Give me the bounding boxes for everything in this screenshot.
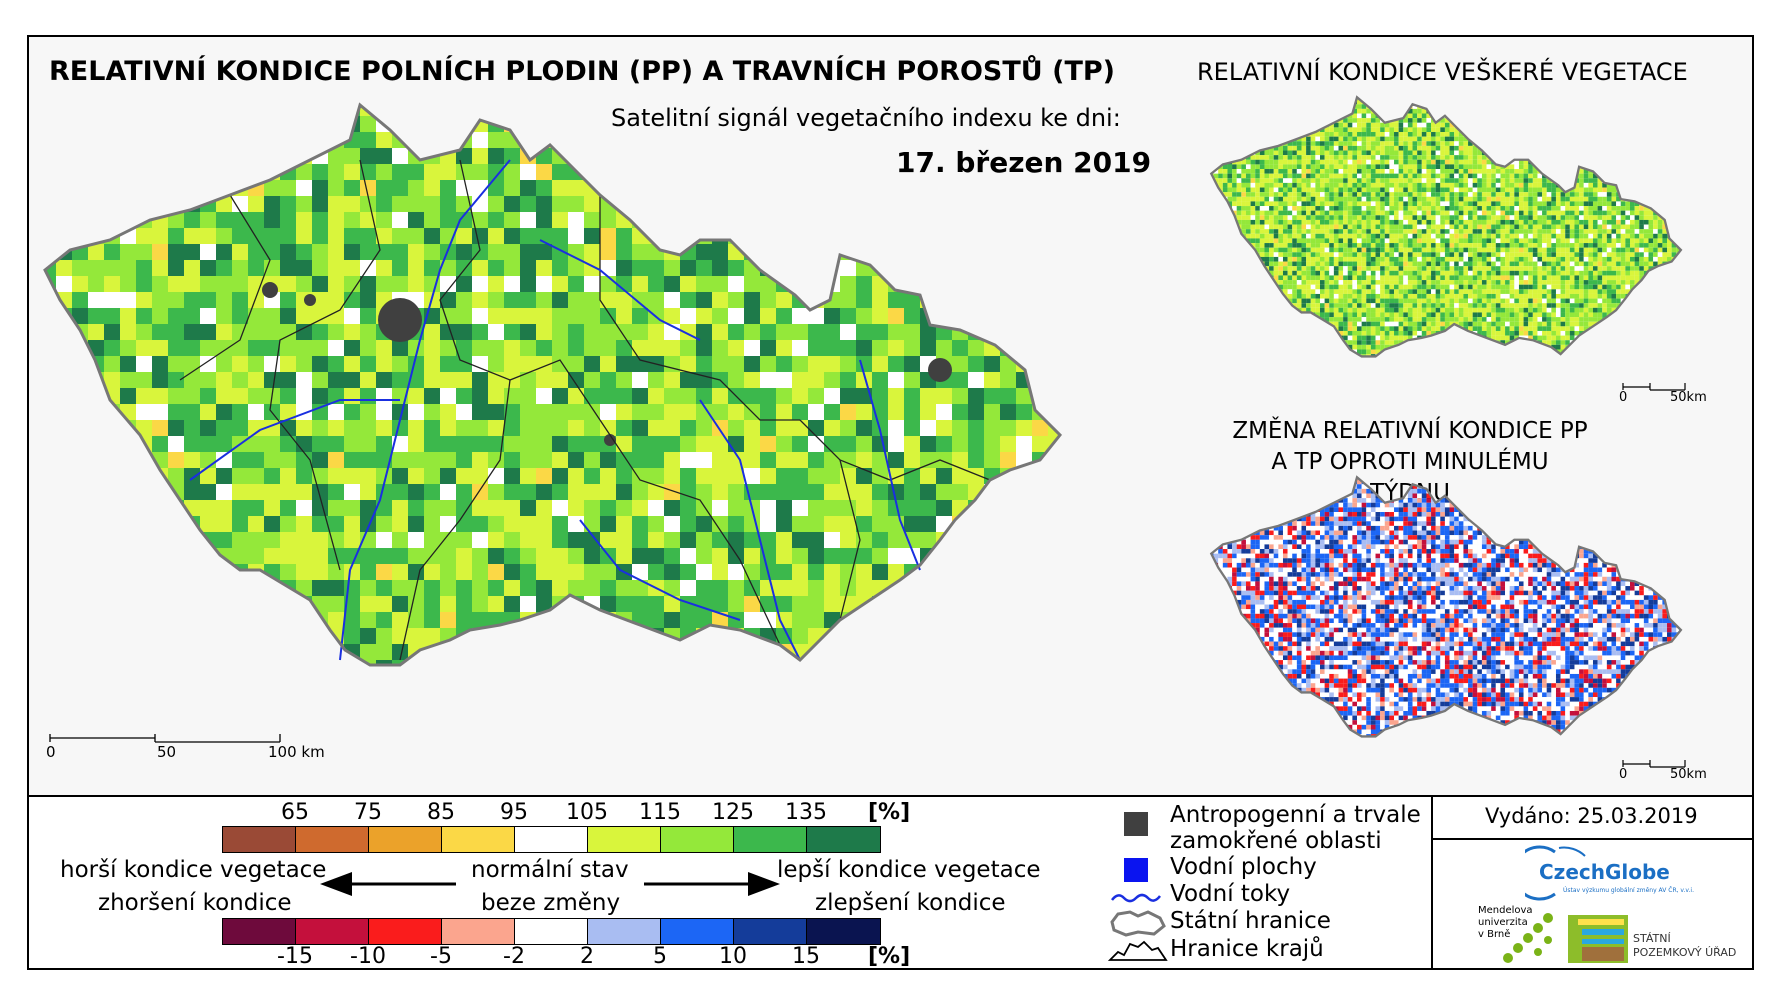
- change-scale-bar: [1622, 760, 1686, 768]
- scale-100: 100 km: [268, 743, 325, 761]
- scale-50: 50: [157, 743, 177, 761]
- main-title: RELATIVNÍ KONDICE POLNÍCH PLODIN (PP) A …: [49, 56, 1115, 87]
- condition-tick: 135: [785, 800, 827, 825]
- improvement-label: zlepšení kondice: [815, 890, 1006, 916]
- change-tick: -2: [503, 944, 525, 969]
- no-change-label: beze změny: [481, 890, 621, 916]
- change-tick: 2: [580, 944, 594, 969]
- normal-state-label: normální stav: [471, 857, 629, 883]
- left-arrow: [320, 872, 456, 896]
- change-swatch: [296, 919, 369, 944]
- change-tick: 10: [719, 944, 747, 969]
- vegetation-scale-bar: [1622, 383, 1686, 391]
- issued-box: [1431, 795, 1754, 970]
- worse-condition-label: horší kondice vegetace: [60, 857, 327, 883]
- spu-l2: POZEMKOVÝ ÚŘAD: [1633, 946, 1737, 959]
- veg-scale-0: 0: [1619, 390, 1628, 405]
- right-arrow: [644, 872, 780, 896]
- water-bodies-symbol: [1124, 858, 1148, 882]
- condition-tick: 65: [281, 800, 309, 825]
- condition-swatch: [369, 827, 442, 852]
- condition-swatch: [223, 827, 296, 852]
- czechglobe-subtitle: Ústav výzkumu globální změny AV ČR, v.v.…: [1563, 887, 1694, 894]
- anthropogenic-label-1: Antropogenní a trvale: [1170, 802, 1421, 828]
- vegetation-map: [1209, 95, 1683, 358]
- change-swatch: [442, 919, 515, 944]
- condition-tick: 115: [639, 800, 681, 825]
- rivers-label: Vodní toky: [1170, 881, 1291, 907]
- condition-swatch: [661, 827, 734, 852]
- condition-swatch: [442, 827, 515, 852]
- scale-0: 0: [46, 743, 56, 761]
- condition-tick: 75: [354, 800, 382, 825]
- change-tick: -5: [430, 944, 452, 969]
- river-symbol: [1111, 893, 1161, 903]
- change-swatch: [807, 919, 880, 944]
- change-tick: -15: [277, 944, 313, 969]
- condition-swatch: [296, 827, 369, 852]
- condition-swatch: [588, 827, 661, 852]
- regions-symbol: [1108, 940, 1168, 961]
- state-border-label: Státní hranice: [1170, 908, 1331, 934]
- change-swatch: [588, 919, 661, 944]
- regions-label: Hranice krajů: [1170, 936, 1324, 962]
- chg-scale-50: 50km: [1670, 767, 1707, 782]
- veg-scale-50: 50km: [1670, 390, 1707, 405]
- date-label: 17. březen 2019: [896, 146, 1152, 179]
- condition-unit: [%]: [868, 800, 911, 825]
- vegetation-title: RELATIVNÍ KONDICE VEŠKERÉ VEGETACE: [1197, 58, 1688, 86]
- condition-tick: 105: [566, 800, 608, 825]
- spu-l1: STÁTNÍ: [1633, 932, 1671, 945]
- change-tick: 15: [792, 944, 820, 969]
- change-swatch: [734, 919, 807, 944]
- mendel-l1: Mendelova: [1478, 905, 1533, 916]
- condition-swatch: [515, 827, 588, 852]
- condition-tick: 95: [500, 800, 528, 825]
- condition-swatch: [807, 827, 880, 852]
- condition-swatch: [734, 827, 807, 852]
- change-tick: -10: [350, 944, 386, 969]
- czechglobe-wordmark: CzechGlobe: [1539, 860, 1670, 884]
- subtitle: Satelitní signál vegetačního indexu ke d…: [611, 104, 1121, 132]
- spu-logo: [1568, 915, 1628, 963]
- change-color-scale: [222, 918, 881, 945]
- change-unit: [%]: [868, 944, 911, 969]
- change-map: [1209, 475, 1683, 738]
- mendel-l2: univerzita: [1478, 917, 1528, 928]
- better-condition-label: lepší kondice vegetace: [777, 857, 1041, 883]
- mendel-logo-dots: [1503, 913, 1553, 963]
- change-swatch: [223, 919, 296, 944]
- mendel-l3: v Brně: [1478, 929, 1511, 940]
- main-scale-bar: [49, 734, 281, 743]
- worsening-label: zhoršení kondice: [98, 890, 292, 916]
- condition-tick: 85: [427, 800, 455, 825]
- chg-scale-0: 0: [1619, 767, 1628, 782]
- change-tick: 5: [653, 944, 667, 969]
- change-swatch: [515, 919, 588, 944]
- change-swatch: [369, 919, 442, 944]
- condition-tick: 125: [712, 800, 754, 825]
- anthropogenic-symbol: [1124, 812, 1148, 836]
- anthropogenic-label-2: zamokřené oblasti: [1170, 828, 1382, 854]
- czechglobe-logo: [1525, 845, 1586, 901]
- issued-separator: [1431, 838, 1754, 840]
- state-border-symbol: [1110, 910, 1166, 937]
- change-title: ZMĚNA RELATIVNÍ KONDICE PP A TP OPROTI M…: [1232, 418, 1588, 506]
- condition-color-scale: [222, 826, 881, 853]
- water-bodies-label: Vodní plochy: [1170, 854, 1317, 880]
- issued-date: Vydáno: 25.03.2019: [1485, 804, 1698, 828]
- change-swatch: [661, 919, 734, 944]
- main-map: [43, 102, 1063, 667]
